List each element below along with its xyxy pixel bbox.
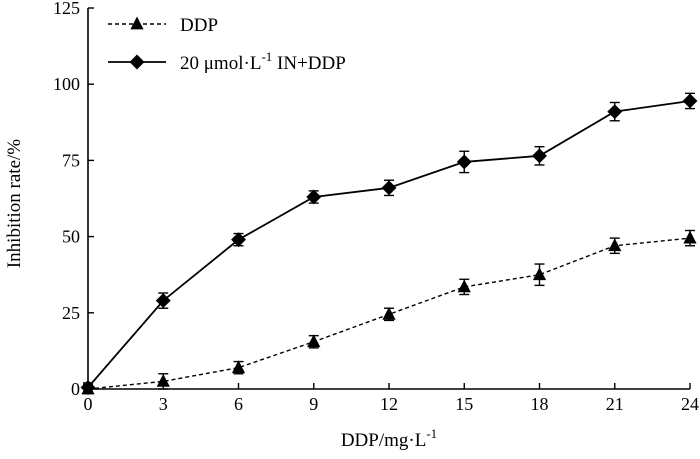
x-tick-label: 3 <box>159 394 168 414</box>
data-point-ddp <box>608 238 622 252</box>
x-tick-label: 9 <box>309 394 318 414</box>
y-tick-label: 100 <box>53 74 80 94</box>
data-point-ddp <box>156 373 170 387</box>
legend-marker-in-ddp <box>129 54 145 70</box>
y-tick-label: 125 <box>53 0 80 18</box>
data-point-in-ddp <box>231 232 246 248</box>
data-point-ddp <box>532 267 547 281</box>
x-axis-label: DDP/mg·L-1 <box>341 426 437 451</box>
x-tick-label: 12 <box>380 394 398 414</box>
data-point-in-ddp <box>155 293 171 309</box>
x-tick-label: 24 <box>681 394 699 414</box>
data-point-ddp <box>231 360 246 374</box>
y-tick-label: 25 <box>62 303 80 323</box>
data-point-ddp <box>683 230 697 244</box>
data-point-ddp <box>457 279 471 293</box>
x-tick-label: 21 <box>606 394 624 414</box>
plot-area: 0 3 6 9 12 15 18 21 24 0 25 50 75 100 125 DDP/mg·L-1 Inh… <box>4 0 699 451</box>
x-tick-label: 15 <box>455 394 473 414</box>
data-point-in-ddp <box>682 93 698 109</box>
data-point-in-ddp <box>80 380 96 395</box>
data-point-ddp <box>307 334 321 348</box>
y-axis-label: Inhibition rate/% <box>4 139 25 268</box>
data-point-in-ddp <box>306 189 322 205</box>
data-point-in-ddp <box>456 154 472 170</box>
x-tick-label: 18 <box>531 394 549 414</box>
data-point-in-ddp <box>607 104 623 120</box>
legend-label-ddp: DDP <box>180 15 218 36</box>
y-tick-label: 0 <box>71 379 80 399</box>
y-tick-label: 50 <box>62 227 80 247</box>
x-tick-label: 0 <box>84 394 93 414</box>
series-line-in-ddp <box>87 100 691 389</box>
legend-label-in-ddp: 20 μmol·L-1 IN+DDP <box>180 49 346 74</box>
x-tick-label: 6 <box>234 394 243 414</box>
data-point-ddp <box>382 306 396 320</box>
legend-marker-ddp <box>130 16 144 30</box>
data-point-in-ddp <box>381 180 397 196</box>
y-tick-label: 75 <box>62 150 80 170</box>
data-point-in-ddp <box>532 148 547 164</box>
